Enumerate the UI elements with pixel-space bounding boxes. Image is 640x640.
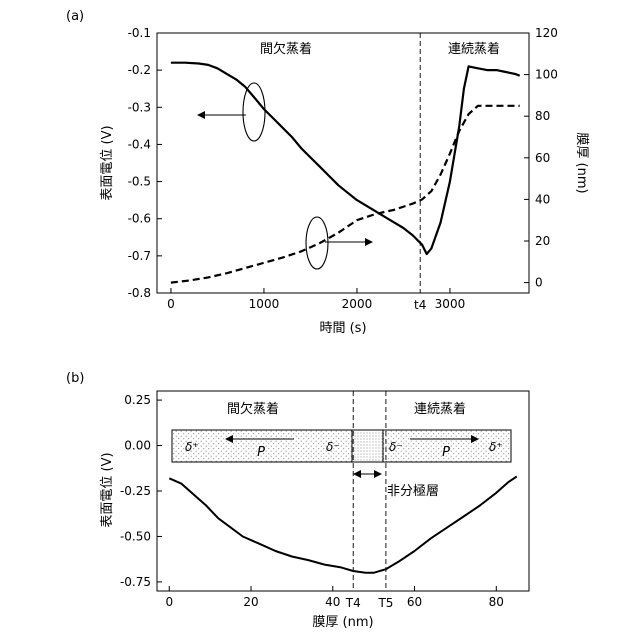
layer-label-p-right: P [442,445,450,460]
panel-b-x-tick-label: 40 [325,595,340,609]
panel-a-y-tick-label-left: -0.1 [128,26,151,40]
panel-a-x-tick-label: 0 [167,297,175,311]
panel-a-t4-line: t4 [414,33,426,312]
panel-b-frame [157,391,529,591]
panel-a-dashed-series-marker-ellipse [306,217,328,269]
panel-a-y-tick-label-left: -0.5 [128,175,151,189]
panel-a-solid-series-marker-ellipse [243,83,265,141]
panel-b-boundary-lines: T4 T5 [345,391,394,610]
panel-b-x-tick-label: 20 [243,595,258,609]
panel-b-y-tick-label: 0.25 [124,393,151,407]
panel-b-y-ticks: -0.75 -0.50 -0.25 0.00 0.25 [120,393,162,589]
panel-a-y-tick-label-right: 100 [535,68,558,82]
panel-b-x-axis-label: 膜厚 (nm) [312,615,373,630]
panel-a-y-tick-label-right: 20 [535,234,550,248]
panel-b-region-label-continuous: 連続蒸着 [414,401,466,417]
panel-a-y-tick-label-left: -0.3 [128,100,151,114]
panel-a-y-tick-label-right: 40 [535,192,550,206]
panel-a-x-tick-label: 3000 [435,297,466,311]
panel-b-x-ticks: 0 20 40 60 80 [165,586,503,609]
panel-a: (a) 0100020003000 -0.8-0.7-0.6-0.5-0.4-0… [66,9,589,336]
panel-a-y-tick-label-left: -0.8 [128,286,151,300]
panel-a-y-axis-label-right: 膜厚 (nm) [574,132,589,193]
panel-b: (b) δ⁺ P δ⁻ δ⁻ P δ⁺ 非分極層 0 20 40 60 80 -0.75… [66,371,529,630]
panel-b-y-tick-label: -0.25 [120,484,151,498]
panel-a-x-tick-label: 2000 [342,297,373,311]
layer-nonpolar [352,430,383,462]
figure: (a) 0100020003000 -0.8-0.7-0.6-0.5-0.4-0… [0,0,640,640]
panel-b-x-tick-label: 60 [407,595,422,609]
panel-a-t4-label: t4 [414,298,426,312]
panel-a-y-tick-label-left: -0.6 [128,212,151,226]
layer-label-delta-minus-right: δ⁻ [389,440,403,454]
panel-a-series [171,63,520,283]
panel-a-surface-potential-line [171,63,520,254]
panel-a-y-tick-label-left: -0.7 [128,249,151,263]
panel-a-x-axis-label: 時間 (s) [319,321,366,336]
panel-a-region-label-intermittent: 間欠蒸着 [260,41,312,57]
panel-a-y-tick-label-right: 60 [535,151,550,165]
panel-b-y-axis-label: 表面電位 (V) [100,452,115,527]
panel-b-region-label-intermittent: 間欠蒸着 [227,401,279,417]
nonpolar-layer-label: 非分極層 [387,483,439,499]
panel-b-boundary-label: T4 [345,596,361,610]
panel-a-y-tick-label-left: -0.4 [128,137,151,151]
panel-b-label: (b) [66,371,84,386]
layer-label-delta-plus-right: δ⁺ [489,440,503,454]
panel-a-region-label-continuous: 連続蒸着 [448,41,500,57]
panel-b-series [169,477,516,573]
panel-a-y-tick-label-right: 80 [535,109,550,123]
layer-diagram: δ⁺ P δ⁻ δ⁻ P δ⁺ 非分極層 [172,430,511,499]
panel-b-x-tick-label: 80 [489,595,504,609]
panel-a-thickness-line [171,106,520,283]
panel-b-y-tick-label: 0.00 [124,439,151,453]
panel-b-x-tick-label: 0 [165,595,173,609]
panel-a-y-tick-label-right: 120 [535,26,558,40]
panel-a-y-tick-label-right: 0 [535,276,543,290]
panel-b-y-tick-label: -0.50 [120,529,151,543]
panel-a-label: (a) [66,9,84,24]
panel-a-y-axis-label-left: 表面電位 (V) [100,125,115,200]
panel-b-boundary-label: T5 [377,596,393,610]
panel-b-surface-potential-line [169,477,516,573]
panel-a-frame [157,33,529,293]
layer-label-delta-plus-left: δ⁺ [185,440,199,454]
layer-label-delta-minus-left: δ⁻ [326,440,340,454]
panel-b-y-tick-label: -0.75 [120,575,151,589]
panel-a-y-tick-label-left: -0.2 [128,63,151,77]
panel-a-x-tick-label: 1000 [249,297,280,311]
layer-label-p-left: P [257,445,265,460]
